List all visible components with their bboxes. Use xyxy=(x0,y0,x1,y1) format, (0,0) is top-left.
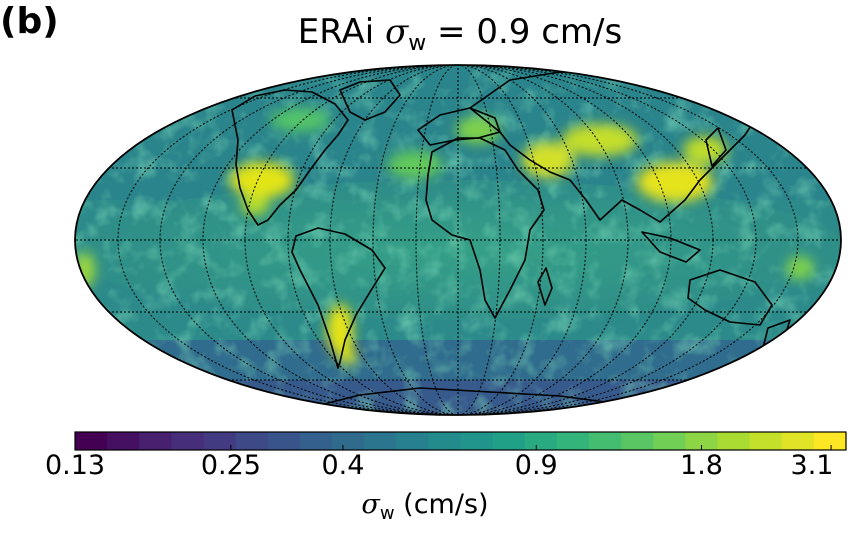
cbar-label-units: (cm/s) xyxy=(394,489,489,520)
cbar-label-symbol: σ xyxy=(361,489,380,520)
title-subscript: w xyxy=(408,31,427,56)
colorbar-frame xyxy=(74,431,847,451)
colorbar-bin xyxy=(396,432,429,450)
colorbar-bins xyxy=(75,432,847,450)
colorbar-tick-label: 3.1 xyxy=(790,450,834,481)
colorbar-bin xyxy=(460,432,494,450)
colorbar-bin xyxy=(75,432,108,450)
colorbar-bin xyxy=(364,432,397,450)
colorbar-bin xyxy=(781,432,815,450)
colorbar-bin xyxy=(267,432,301,450)
cbar-label-subscript: w xyxy=(379,503,395,524)
colorbar-bin xyxy=(107,432,140,450)
colorbar-tick-label: 0.25 xyxy=(200,450,261,481)
map-boundary xyxy=(74,64,842,416)
map-title: ERAi σw = 0.9 cm/s xyxy=(200,10,720,66)
panel-label: (b) xyxy=(0,1,59,42)
title-symbol: σ xyxy=(385,12,409,52)
colorbar-bin xyxy=(235,432,269,450)
highlight-regions xyxy=(75,108,814,365)
colorbar-bin xyxy=(653,432,686,450)
colorbar-bin xyxy=(524,432,558,450)
colorbar-bin xyxy=(492,432,526,450)
colorbar-bin xyxy=(717,432,751,450)
colorbar-bin xyxy=(556,432,590,450)
colorbar-bin xyxy=(299,432,333,450)
colorbar-tick-label: 0.9 xyxy=(514,450,558,481)
colorbar-bin xyxy=(813,432,847,450)
colorbar-bin xyxy=(589,432,622,450)
colorbar-label: σw (cm/s) xyxy=(325,485,525,534)
colorbar-tick-label: 0.4 xyxy=(321,450,365,481)
colorbar-bin xyxy=(203,432,237,450)
colorbar-bin xyxy=(621,432,654,450)
colorbar-bin xyxy=(332,432,365,450)
colorbar-bin xyxy=(749,432,783,450)
colorbar-bin xyxy=(139,432,172,450)
colorbar-bin xyxy=(428,432,462,450)
title-suffix: = 0.9 cm/s xyxy=(426,12,623,52)
title-prefix: ERAi xyxy=(297,12,386,52)
colorbar-bin xyxy=(171,432,205,450)
colorbar-tick-label: 0.13 xyxy=(44,450,106,481)
colorbar-bin xyxy=(685,432,719,450)
colorbar-tick-label: 1.8 xyxy=(680,450,723,481)
